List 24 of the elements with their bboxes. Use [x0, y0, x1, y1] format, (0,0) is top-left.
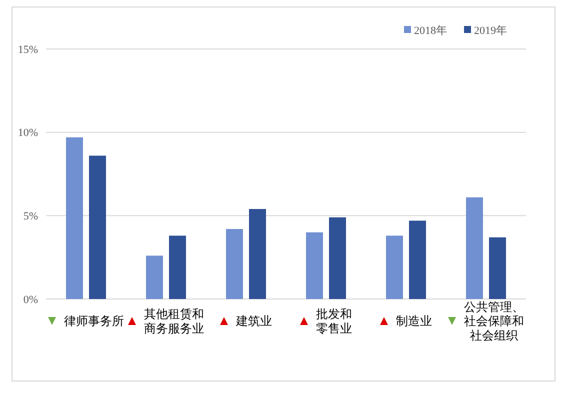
- bar: [409, 220, 426, 299]
- bar: [146, 256, 163, 299]
- bar: [66, 137, 83, 299]
- legend-label: 2018年: [414, 24, 447, 37]
- y-tick-label: 10%: [18, 127, 38, 140]
- bar: [306, 232, 323, 299]
- bar: [169, 236, 186, 299]
- bar: [249, 209, 266, 299]
- bar: [89, 156, 106, 299]
- bar: [226, 229, 243, 299]
- bar: [386, 236, 403, 299]
- x-tick-label: 公共管理、社会保障和社会组织: [464, 300, 524, 343]
- bar: [466, 197, 483, 299]
- x-tick-label: 其他租赁和商务服务业: [144, 307, 204, 336]
- x-tick-label: 批发和零售业: [316, 307, 352, 336]
- x-tick-label: 建筑业: [235, 314, 272, 328]
- x-tick-label: 制造业: [396, 314, 432, 328]
- bar: [489, 237, 506, 299]
- bar: [329, 217, 346, 299]
- y-tick-label: 5%: [23, 210, 38, 223]
- y-tick-label: 0%: [23, 294, 38, 306]
- y-tick-label: 15%: [18, 44, 38, 56]
- x-tick-label: 律师事务所: [64, 314, 124, 328]
- legend-label: 2019年: [474, 24, 507, 37]
